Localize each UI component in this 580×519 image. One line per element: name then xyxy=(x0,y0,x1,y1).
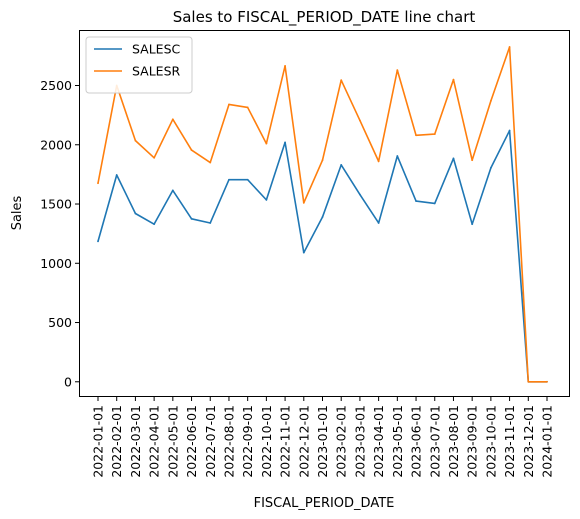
point-salesr-2022-06-01 xyxy=(190,149,193,151)
point-salesc-2023-09-01 xyxy=(471,223,474,226)
point-salesr-2023-01-01 xyxy=(321,159,324,162)
point-salesc-2023-03-01 xyxy=(359,193,361,196)
x-tick-label-2022-10-01: 2022-10-01 xyxy=(259,405,274,478)
x-tick-label-2023-04-01: 2023-04-01 xyxy=(371,405,386,478)
y-tick-label-2000: 2000 xyxy=(40,137,72,152)
x-tick-label-2022-09-01: 2022-09-01 xyxy=(240,405,255,478)
point-salesc-2022-12-01 xyxy=(302,251,305,254)
point-salesr-2023-11-01 xyxy=(508,46,511,48)
x-tick-label-2023-09-01: 2023-09-01 xyxy=(465,405,480,478)
y-tick-label-500: 500 xyxy=(48,315,72,330)
point-salesr-2022-11-01 xyxy=(284,65,286,67)
x-tick-label-2022-02-01: 2022-02-01 xyxy=(109,405,124,478)
point-salesr-2023-12-01 xyxy=(527,380,530,383)
point-salesc-2022-05-01 xyxy=(171,189,174,192)
x-tick-label-2022-07-01: 2022-07-01 xyxy=(203,405,218,478)
point-salesr-2023-06-01 xyxy=(415,134,417,137)
x-tick-label-2023-10-01: 2023-10-01 xyxy=(483,405,498,478)
x-tick-label-2023-05-01: 2023-05-01 xyxy=(390,405,405,478)
point-salesr-2024-01-01 xyxy=(546,380,548,383)
y-tick-label-0: 0 xyxy=(64,374,72,389)
point-salesr-2022-04-01 xyxy=(153,156,156,159)
point-salesc-2022-09-01 xyxy=(246,178,249,181)
point-salesc-2023-11-01 xyxy=(508,129,511,132)
point-salesr-2022-03-01 xyxy=(134,139,137,142)
point-salesc-2022-08-01 xyxy=(228,178,230,181)
x-tick-label-2023-07-01: 2023-07-01 xyxy=(427,405,442,478)
point-salesc-2022-03-01 xyxy=(134,212,137,215)
x-tick-label-2023-08-01: 2023-08-01 xyxy=(446,405,461,478)
x-tick-label-2022-11-01: 2022-11-01 xyxy=(278,405,293,478)
x-tick-label-2022-12-01: 2022-12-01 xyxy=(296,405,311,478)
x-tick-label-2023-12-01: 2023-12-01 xyxy=(521,405,536,478)
point-salesr-2023-09-01 xyxy=(471,159,474,162)
point-salesr-2023-07-01 xyxy=(433,133,436,136)
point-salesc-2022-02-01 xyxy=(115,174,118,176)
chart-title: Sales to FISCAL_PERIOD_DATE line chart xyxy=(173,8,476,27)
y-tick-label-1000: 1000 xyxy=(40,256,72,271)
x-tick-label-2022-01-01: 2022-01-01 xyxy=(91,405,106,478)
y-tick-label-2500: 2500 xyxy=(40,78,72,93)
y-axis-title: Sales xyxy=(10,195,25,230)
point-salesc-2023-01-01 xyxy=(321,216,324,218)
x-tick-label-2022-04-01: 2022-04-01 xyxy=(147,405,162,478)
point-salesc-2023-08-01 xyxy=(452,157,455,160)
legend: SALESC SALESR xyxy=(85,36,193,94)
point-salesc-2022-11-01 xyxy=(284,141,286,144)
point-salesr-2023-10-01 xyxy=(489,100,492,102)
point-salesc-2023-06-01 xyxy=(415,200,417,202)
x-tick-label-2022-08-01: 2022-08-01 xyxy=(221,405,236,478)
point-salesc-2023-04-01 xyxy=(377,222,380,224)
point-salesc-2022-01-01 xyxy=(97,240,99,243)
point-salesc-2022-04-01 xyxy=(153,223,156,226)
x-tick-label-2023-02-01: 2023-02-01 xyxy=(334,405,349,478)
point-salesc-2022-10-01 xyxy=(265,198,268,201)
point-salesr-2022-12-01 xyxy=(302,201,305,204)
point-salesc-2023-10-01 xyxy=(489,166,492,169)
point-salesr-2022-08-01 xyxy=(228,103,230,106)
x-tick-label-2023-03-01: 2023-03-01 xyxy=(352,405,367,478)
point-salesr-2022-05-01 xyxy=(171,118,174,121)
legend-label-salesr: SALESR xyxy=(132,64,181,79)
point-salesr-2023-05-01 xyxy=(396,69,399,72)
point-salesc-2022-07-01 xyxy=(209,222,212,224)
point-salesc-2022-06-01 xyxy=(190,217,193,220)
x-tick-label-2022-03-01: 2022-03-01 xyxy=(128,405,143,478)
x-tick-label-2024-01-01: 2024-01-01 xyxy=(540,405,555,478)
point-salesr-2022-07-01 xyxy=(209,161,212,164)
x-tick-label-2022-05-01: 2022-05-01 xyxy=(165,405,180,478)
plot-area xyxy=(79,30,570,397)
x-axis-title: FISCAL_PERIOD_DATE xyxy=(254,496,395,511)
point-salesr-2023-02-01 xyxy=(340,79,343,82)
point-salesr-2023-03-01 xyxy=(359,119,361,122)
y-axis: 0 500 1000 1500 2000 2500 xyxy=(40,78,80,389)
point-salesr-2023-08-01 xyxy=(452,78,455,81)
series-layer xyxy=(97,46,548,383)
point-salesr-2023-04-01 xyxy=(377,160,380,163)
x-tick-label-2023-01-01: 2023-01-01 xyxy=(315,405,330,478)
point-salesr-2022-01-01 xyxy=(97,182,99,185)
legend-box xyxy=(85,36,193,94)
x-tick-label-2023-06-01: 2023-06-01 xyxy=(409,405,424,478)
point-salesc-2023-07-01 xyxy=(433,202,436,205)
y-tick-label-1500: 1500 xyxy=(40,197,72,212)
legend-label-salesc: SALESC xyxy=(132,42,181,57)
point-salesc-2023-05-01 xyxy=(396,155,399,157)
point-salesc-2023-02-01 xyxy=(340,164,343,166)
x-axis: 2022-01-01 2022-02-01 2022-03-01 2022-04-01… xyxy=(91,396,555,478)
point-salesr-2022-10-01 xyxy=(265,142,268,145)
x-tick-label-2022-06-01: 2022-06-01 xyxy=(184,405,199,478)
x-tick-label-2023-11-01: 2023-11-01 xyxy=(502,405,517,478)
point-salesr-2022-09-01 xyxy=(246,106,249,109)
